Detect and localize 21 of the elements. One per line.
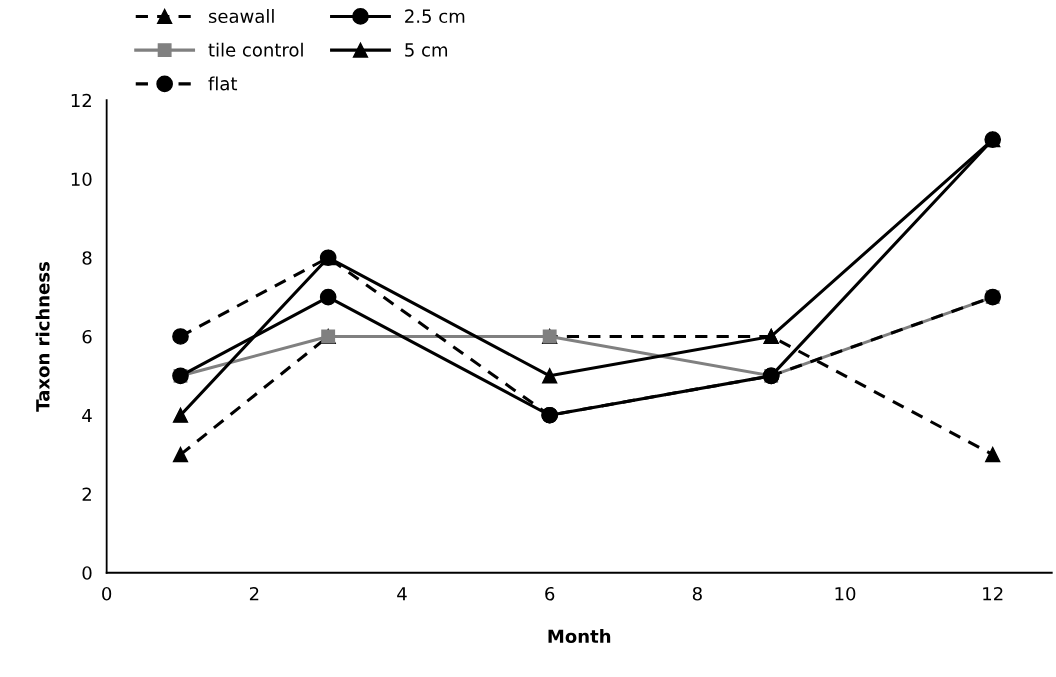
x-tick-label: 6 xyxy=(545,586,555,601)
y-tick-label: 6 xyxy=(82,329,92,344)
legend-label: tile control xyxy=(208,42,303,57)
y-tick-label: 4 xyxy=(82,408,92,423)
legend-label: 5 cm xyxy=(405,43,448,57)
x-tick-label: 8 xyxy=(692,586,702,601)
y-tick-label: 12 xyxy=(71,93,91,108)
y-tick-label: 10 xyxy=(71,172,92,187)
x-tick-label: 10 xyxy=(835,586,856,601)
y-axis-title: Taxon richness xyxy=(35,262,50,412)
x-tick-label: 12 xyxy=(983,586,1003,601)
y-tick-label: 0 xyxy=(82,566,92,580)
x-axis-title: Month xyxy=(548,629,611,644)
legend-label: seawall xyxy=(208,9,274,23)
x-tick-label: 2 xyxy=(249,586,259,601)
legend-label: 2.5 cm xyxy=(405,9,465,23)
x-tick-label: 0 xyxy=(102,586,112,601)
x-tick-label: 4 xyxy=(397,587,407,601)
legend-label: flat xyxy=(208,76,238,91)
y-tick-label: 8 xyxy=(82,251,92,265)
y-tick-label: 2 xyxy=(82,487,91,501)
